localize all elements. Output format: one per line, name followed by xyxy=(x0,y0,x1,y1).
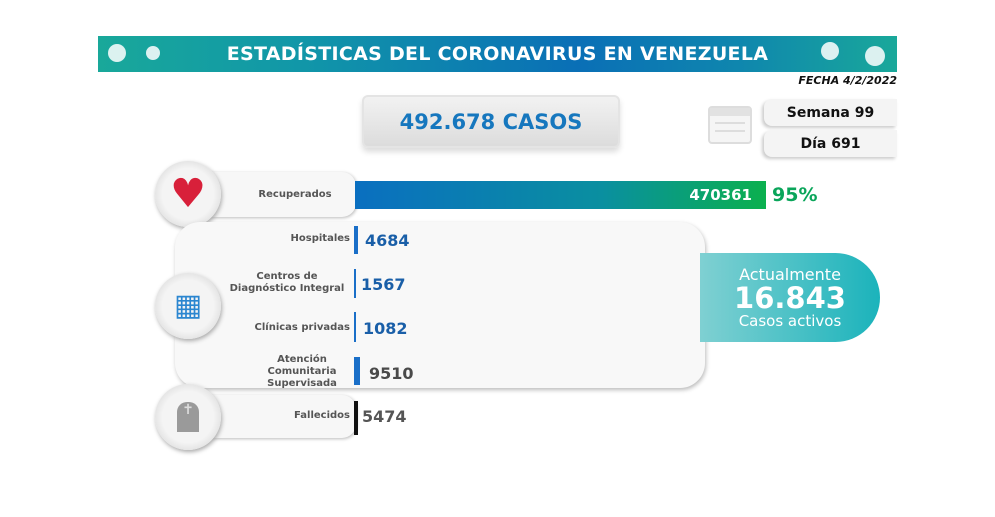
active-value: 16.843 xyxy=(734,281,846,315)
tombstone-icon: ✝ xyxy=(155,384,221,450)
deaths-bar xyxy=(354,401,358,435)
cdi-bar xyxy=(354,269,356,298)
date-label: FECHA 4/2/2022 xyxy=(798,74,897,87)
breakdown-label-clinicas: Clínicas privadas xyxy=(254,322,351,333)
header-banner: ESTADÍSTICAS DEL CORONAVIRUS EN VENEZUEL… xyxy=(98,36,897,72)
recovered-value: 470361 xyxy=(689,186,752,204)
virus-icon xyxy=(108,44,126,62)
active-suffix: Casos activos xyxy=(738,312,842,330)
deaths-value: 5474 xyxy=(362,407,407,426)
virus-icon xyxy=(865,46,885,66)
virus-icon xyxy=(146,46,160,60)
day-badge: Día 691 xyxy=(764,130,897,157)
acs-bar xyxy=(354,357,360,385)
recovered-bar: 470361 xyxy=(355,181,766,209)
total-cases-box: 492.678 CASOS xyxy=(362,95,620,148)
active-prefix: Actualmente xyxy=(739,265,841,284)
clinicas-bar xyxy=(354,312,356,342)
heart-icon: ♥ xyxy=(155,161,221,227)
recovered-percent: 95% xyxy=(772,184,818,206)
breakdown-value-clinicas: 1082 xyxy=(363,319,408,338)
breakdown-value-acs: 9510 xyxy=(369,364,414,383)
virus-icon xyxy=(821,42,839,60)
active-breakdown-panel xyxy=(175,222,705,388)
deaths-label: Fallecidos xyxy=(294,410,350,421)
page-title: ESTADÍSTICAS DEL CORONAVIRUS EN VENEZUEL… xyxy=(226,43,769,65)
calendar-icon xyxy=(708,106,752,144)
breakdown-label-acs: Atención Comunitaria Supervisada xyxy=(267,354,337,389)
breakdown-value-cdi: 1567 xyxy=(361,275,406,294)
active-cases-badge: Actualmente 16.843 Casos activos xyxy=(700,253,880,342)
breakdown-value-hospitales: 4684 xyxy=(365,231,410,250)
recovered-label: Recuperados xyxy=(258,189,332,200)
hospitales-bar xyxy=(354,226,358,254)
breakdown-label-cdi: Centros de Diagnóstico Integral xyxy=(229,271,345,294)
hospital-icon: ▦ xyxy=(155,273,221,339)
week-badge: Semana 99 xyxy=(764,99,897,126)
breakdown-label-hospitales: Hospitales xyxy=(290,233,350,244)
